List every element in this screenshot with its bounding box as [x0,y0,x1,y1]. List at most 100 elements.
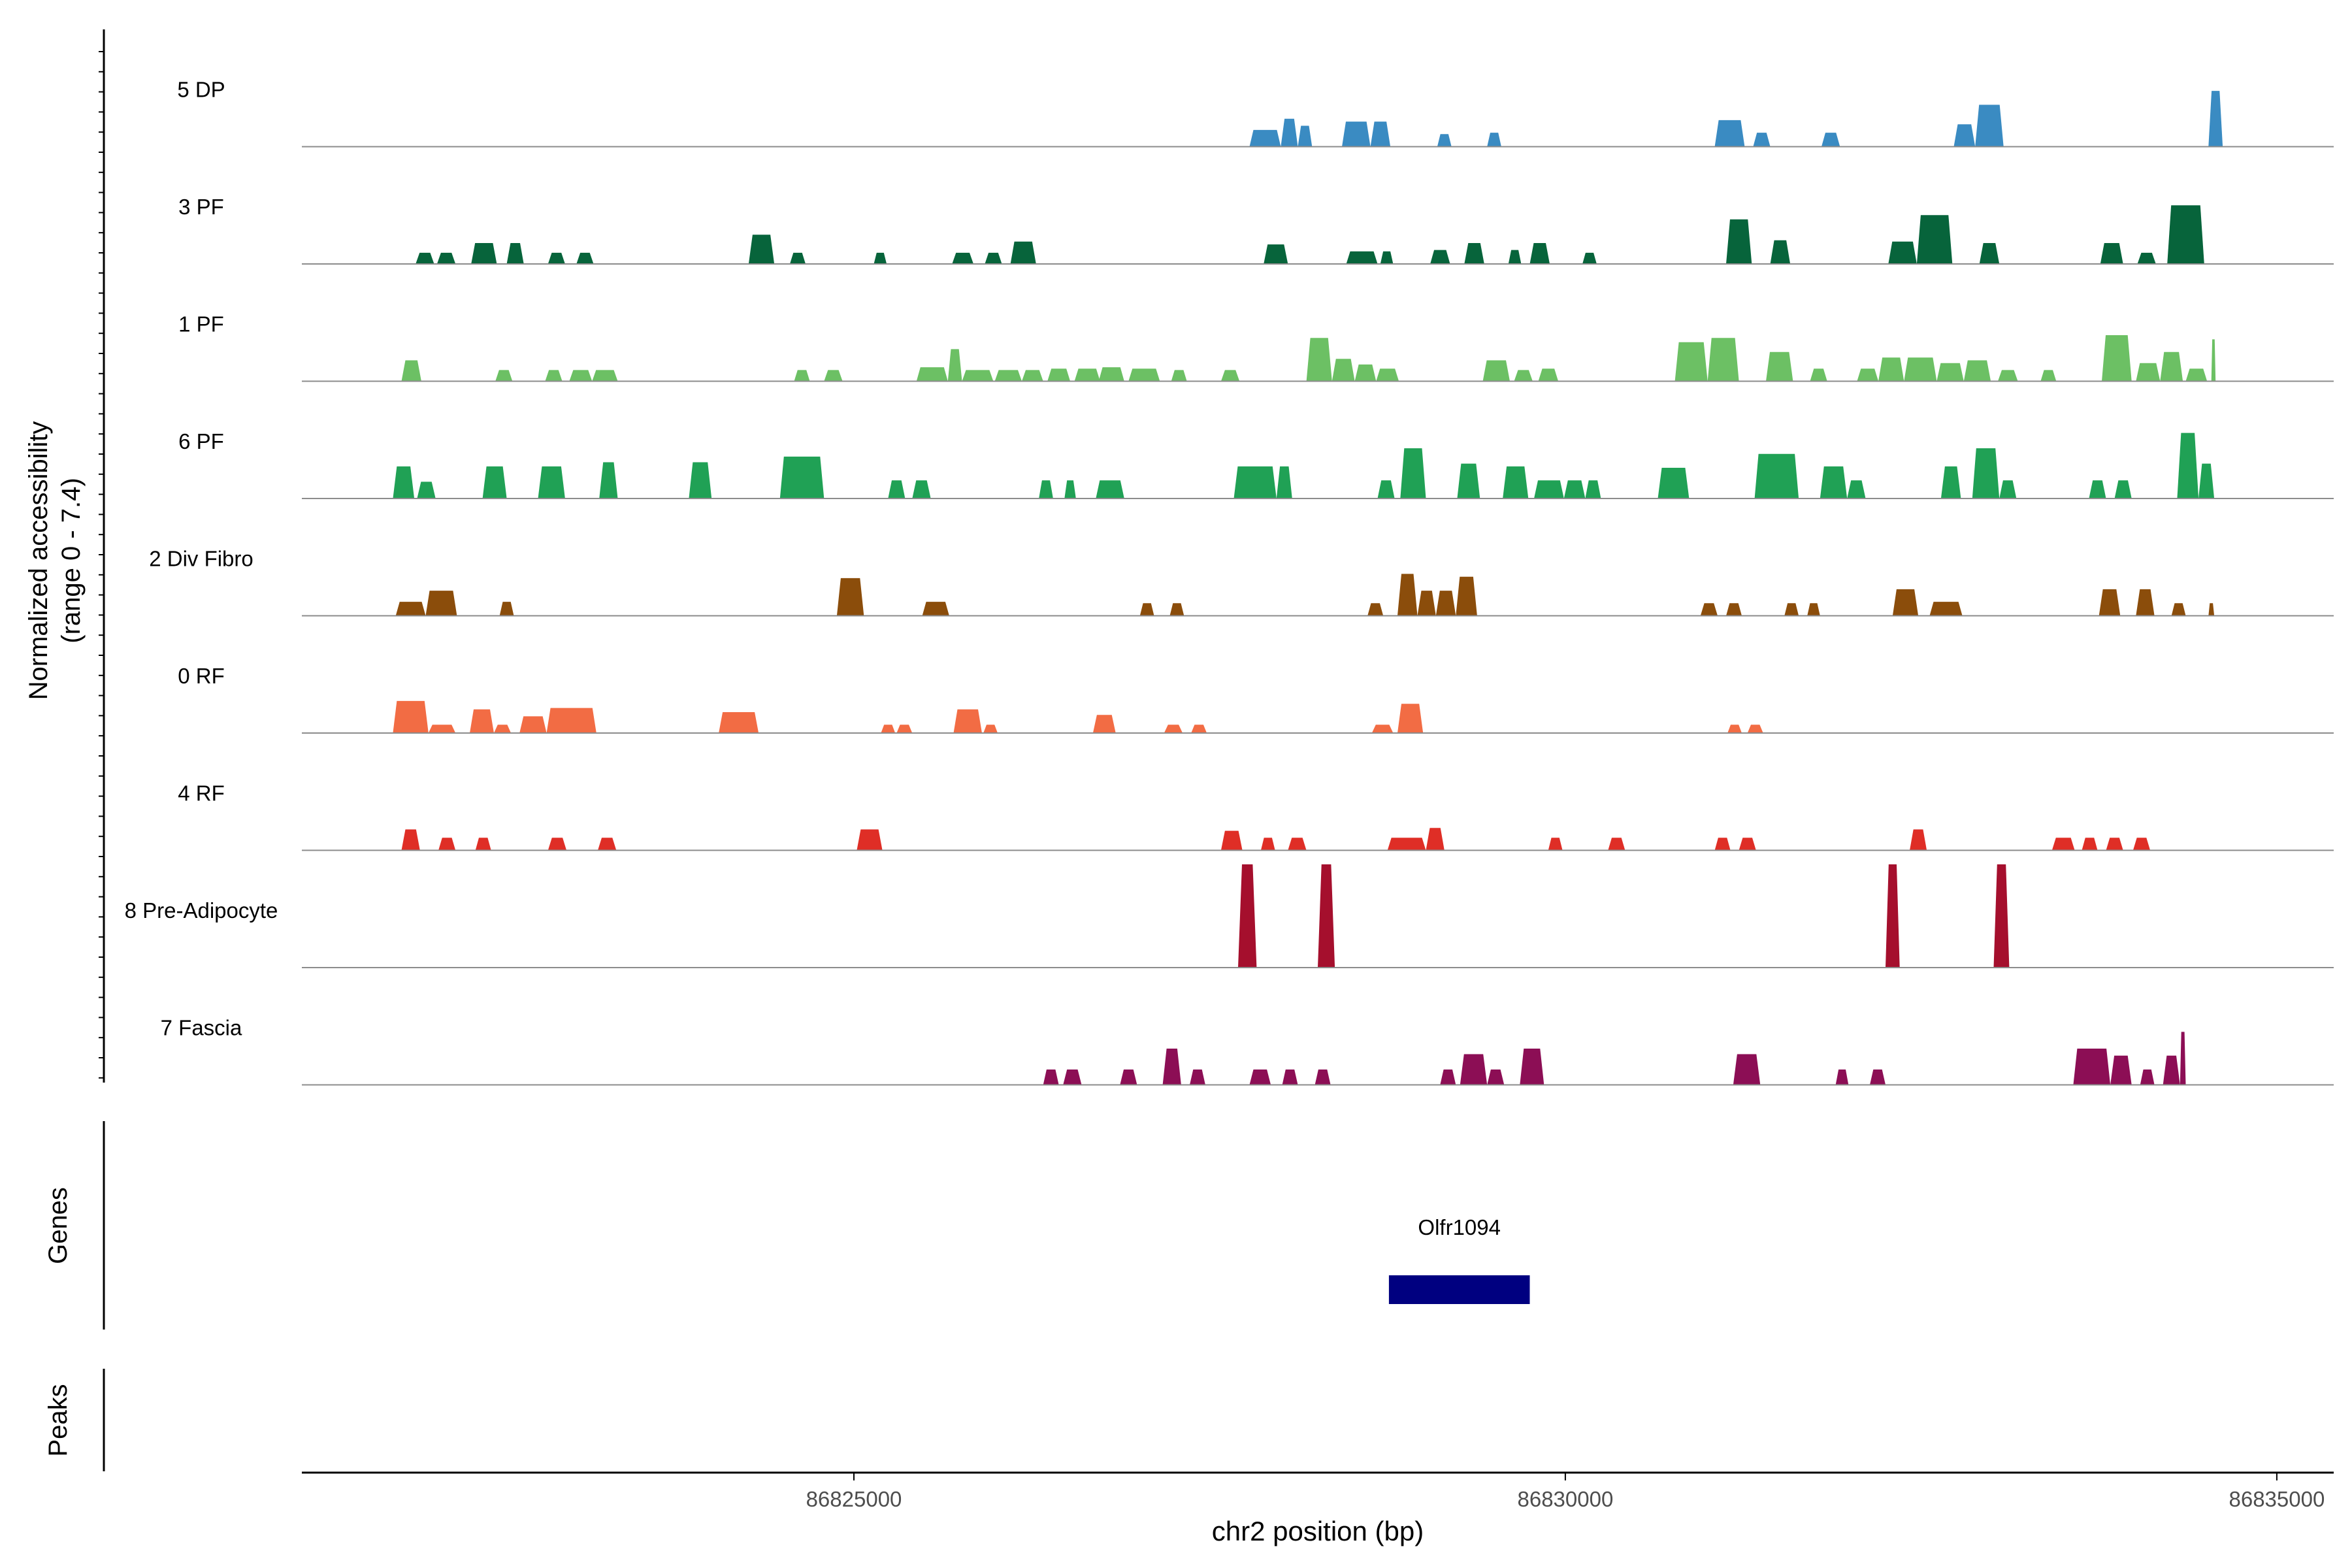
coverage-peak [475,838,491,851]
coverage-peak [953,709,982,733]
coverage-peak [1426,828,1445,851]
coverage-peak [1548,838,1563,851]
coverage-peak [470,709,494,733]
coverage-peak [393,700,429,733]
coverage-peak [592,370,618,382]
coverage-peak [1753,133,1771,147]
track-7-fascia: 7 Fascia [161,1016,2334,1086]
coverage-peak [1857,368,1879,382]
coverage-peak [1963,360,1991,382]
coverage-peak [416,252,434,264]
coverage-peak [1520,1049,1544,1085]
coverage-peak [1953,124,1976,147]
coverage-peak [395,602,426,616]
coverage-peak [1164,725,1183,733]
y-axis [99,29,105,1083]
coverage-peak [471,243,497,264]
coverage-peak [1022,370,1043,382]
coverage-peak [1487,133,1501,147]
coverage-peak [545,370,563,382]
track-label: 8 Pre-Adipocyte [125,898,278,923]
coverage-peak [547,838,567,851]
coverage-peak [519,716,547,733]
coverage-peak [506,243,524,264]
coverage-peak [1700,603,1718,616]
coverage-peak [1835,1070,1849,1085]
coverage-peak [1190,1070,1205,1085]
coverage-peak [1464,243,1484,264]
coverage-peak [1315,1070,1331,1085]
coverage-peak [2082,838,2098,851]
coverage-peak [1892,589,1919,616]
coverage-peak [857,829,883,851]
coverage-peak [2110,1055,2132,1085]
coverage-peak [401,360,421,382]
coverage-peak [1010,241,1036,264]
coverage-peak [1120,1070,1137,1085]
coverage-peak [1264,244,1288,264]
coverage-peak [417,482,436,498]
coverage-peak [1886,864,1900,968]
peaks-panel: Peaks [44,1369,105,1471]
coverage-peak [1457,463,1480,498]
coverage-peak [1770,240,1791,264]
coverage-peak [2089,480,2106,498]
coverage-peak [1810,368,1827,382]
coverage-peak [1064,480,1076,498]
track-5-dp: 5 DP [177,78,2334,148]
coverage-peak [1929,602,1963,616]
coverage-peak [1739,838,1756,851]
coverage-peak [1936,363,1964,382]
coverage-peak [1074,368,1100,382]
coverage-peak [482,466,507,498]
coverage-peak [1608,838,1625,851]
coverage-peak [599,462,618,498]
coverage-peak [1306,338,1332,382]
coverage-peak [1220,830,1243,851]
coverage-peak [1707,338,1739,382]
coverage-peak [2160,351,2183,382]
coverage-peak [1563,480,1586,498]
x-tick-label: 86830000 [1517,1487,1613,1511]
coverage-peak [1888,241,1917,264]
coverage-peak [1487,1070,1505,1085]
coverage-peak [1482,360,1510,382]
track-3-pf: 3 PF [178,195,2334,265]
coverage-peak [1249,1070,1271,1085]
coverage-peak [1870,1070,1886,1085]
coverage-peak [1371,725,1394,733]
coverage-peak [1733,1054,1761,1085]
coverage-peak [425,591,457,616]
coverage-peak [1376,368,1399,382]
coverage-peak [1342,122,1371,147]
coverage-peak [922,602,949,616]
coverage-peak [1508,250,1522,264]
coverage-peak [1514,370,1533,382]
coverage-peak [2136,589,2155,616]
track-label: 3 PF [178,195,224,219]
track-label: 5 DP [177,78,225,102]
coverage-peak [719,712,759,733]
coverage-peak [2171,603,2186,616]
coverage-peak [2099,589,2121,616]
coverage-peak [1397,574,1418,616]
coverage-peak [1878,357,1904,382]
coverage-peak [2208,91,2223,147]
coverage-peak [1440,1070,1456,1085]
coverage-peak [983,725,998,733]
coverage-peak [994,370,1022,382]
coverage-peak [1288,838,1307,851]
track-label: 2 Div Fibro [149,547,253,571]
coverage-peak [2136,363,2161,382]
coverage-peak [912,480,931,498]
coverage-peak [1346,251,1378,264]
coverage-peak [1367,603,1384,616]
coverage-peak [1456,576,1477,616]
coverage-peak [598,838,617,851]
coverage-peak [689,462,712,498]
coverage-peak [2114,480,2132,498]
coverage-peak [1417,591,1436,616]
coverage-peak [499,602,514,616]
coverage-peak [1128,368,1160,382]
